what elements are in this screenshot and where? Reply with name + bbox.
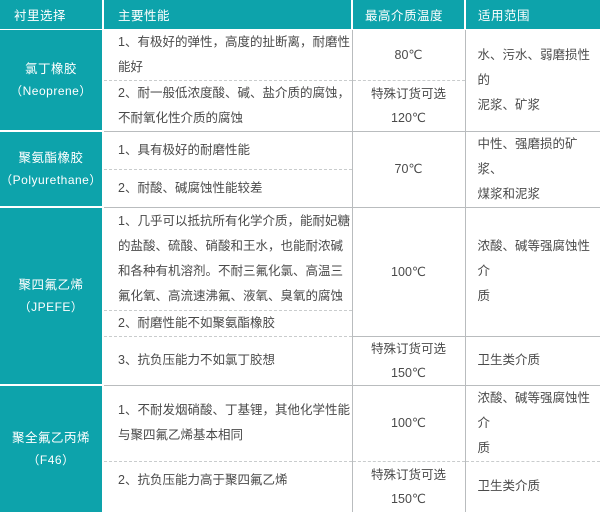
table-row: 聚氨酯橡胶 （Polyurethane） 1、具有极好的耐磨性能 70℃ 中性、… (0, 131, 600, 208)
cell-scope: 浓酸、碱等强腐蚀性介 质 (465, 207, 600, 337)
performance-line: 2、耐酸、碱腐蚀性能较差 (118, 180, 263, 195)
cell-max-temp: 80℃ (352, 29, 466, 81)
table-row: 3、抗负压能力不如氯丁胶想 特殊订货可选 150℃ 卫生类介质 (0, 336, 600, 386)
table-row: 2、耐酸、碱腐蚀性能较差 (0, 169, 600, 208)
cell-scope: 水、污水、弱磨损性的 泥浆、矿浆 (465, 29, 600, 132)
cell-max-temp: 70℃ (352, 131, 466, 208)
scope-line: 质 (477, 289, 491, 303)
table-row: 聚四氟乙烯 （JPEFE） 1、几乎可以抵抗所有化学介质，能耐妃糖 的盐酸、硫酸… (0, 207, 600, 386)
cell-max-temp: 100℃ (352, 207, 466, 337)
scope-line: 质 (477, 440, 491, 455)
temp-value: 100℃ (391, 264, 426, 279)
performance-line: 1、有极好的弹性，高度的扯断离，耐磨性 (118, 34, 350, 49)
temp-value: 特殊订货可选 (370, 86, 446, 101)
temp-value: 100℃ (391, 416, 426, 430)
scope-line: 煤浆和泥浆 (477, 186, 541, 201)
performance-line: 2、抗负压能力高于聚四氟乙烯 (118, 472, 288, 487)
table-row: 2、耐一般低浓度酸、碱、盐介质的腐蚀， 不耐氧化性介质的腐蚀 特殊订货可选 12… (0, 80, 600, 132)
performance-line: 的盐酸、硫酸、硝酸和王水，也能耐浓碱 (118, 238, 344, 253)
cell-scope: 卫生类介质 (465, 461, 600, 512)
cell-lining-neoprene: 氯丁橡胶 （Neoprene） (0, 29, 104, 132)
scope-line: 中性、强磨损的矿浆、 (477, 136, 578, 176)
lining-name-cn: 聚氨酯橡胶 (18, 151, 84, 165)
cell-max-temp: 特殊订货可选 150℃ (352, 461, 466, 512)
scope-line: 卫生类介质 (477, 479, 541, 494)
cell-performance: 1、几乎可以抵抗所有化学介质，能耐妃糖 的盐酸、硫酸、硝酸和王水，也能耐浓碱 和… (103, 207, 353, 311)
cell-performance: 1、有极好的弹性，高度的扯断离，耐磨性 能好 (103, 29, 353, 81)
performance-line: 不耐氧化性介质的腐蚀 (118, 110, 244, 125)
cell-performance: 2、耐磨性能不如聚氨酯橡胶 (103, 310, 353, 337)
table-row: 氯丁橡胶 （Neoprene） 1、有极好的弹性，高度的扯断离，耐磨性 能好 8… (0, 29, 600, 132)
performance-line: 1、不耐发烟硝酸、丁基锂，其他化学性能 (118, 403, 350, 417)
temp-value: 80℃ (394, 47, 423, 62)
cell-scope: 中性、强磨损的矿浆、 煤浆和泥浆 (465, 131, 600, 208)
performance-line: 1、具有极好的耐磨性能 (118, 142, 250, 157)
scope-line: 浓酸、碱等强腐蚀性介 (477, 390, 591, 430)
table-row: 2、耐磨性能不如聚氨酯橡胶 (0, 310, 600, 337)
performance-line: 2、耐一般低浓度酸、碱、盐介质的腐蚀， (118, 85, 350, 100)
lining-name-en: （JPEFE） (18, 300, 84, 314)
performance-line: 氟化氧、高流速沸氟、液氧、臭氧的腐蚀 (118, 288, 344, 303)
scope-line: 水、污水、弱磨损性的 (477, 47, 591, 87)
lining-name-en: （Polyurethane） (0, 173, 102, 187)
performance-line: 2、耐磨性能不如聚氨酯橡胶 (118, 315, 275, 330)
temp-value: 120℃ (391, 110, 426, 125)
cell-lining-polyurethane: 聚氨酯橡胶 （Polyurethane） (0, 131, 104, 208)
scope-line: 卫生类介质 (477, 353, 541, 367)
column-header-max-temp: 最高介质温度 (352, 0, 466, 30)
scope-line: 泥浆、矿浆 (477, 97, 541, 112)
cell-lining-jpefe: 聚四氟乙烯 （JPEFE） (0, 207, 104, 386)
cell-performance: 2、耐酸、碱腐蚀性能较差 (103, 169, 353, 208)
cell-max-temp: 特殊订货可选 120℃ (352, 80, 466, 132)
temp-value: 150℃ (391, 365, 426, 380)
column-header-scope: 适用范围 (465, 0, 600, 30)
lining-name-cn: 氯丁橡胶 (24, 61, 77, 76)
cell-max-temp: 100℃ (352, 385, 466, 462)
temp-value: 70℃ (394, 162, 423, 176)
lining-name-en: （F46） (27, 453, 75, 467)
temp-value: 特殊订货可选 (370, 467, 446, 482)
performance-line: 1、几乎可以抵抗所有化学介质，能耐妃糖 (118, 213, 350, 228)
cell-scope: 卫生类介质 (465, 336, 600, 386)
temp-value: 特殊订货可选 (370, 341, 446, 356)
cell-max-temp: 特殊订货可选 150℃ (352, 336, 466, 386)
performance-line: 和各种有机溶剂。不耐三氟化氯、高温三 (118, 263, 344, 278)
column-header-performance: 主要性能 (103, 0, 353, 30)
cell-performance: 1、不耐发烟硝酸、丁基锂，其他化学性能 与聚四氟乙烯基本相同 (103, 385, 353, 462)
performance-line: 3、抗负压能力不如氯丁胶想 (118, 353, 275, 367)
table-header: 衬里选择 主要性能 最高介质温度 适用范围 (0, 0, 600, 30)
column-header-lining: 衬里选择 (0, 0, 104, 30)
cell-lining-f46: 聚全氟乙丙烯 （F46） (0, 385, 104, 512)
cell-performance: 2、抗负压能力高于聚四氟乙烯 (103, 461, 353, 512)
scope-line: 浓酸、碱等强腐蚀性介 (477, 239, 591, 278)
table-body: 氯丁橡胶 （Neoprene） 1、有极好的弹性，高度的扯断离，耐磨性 能好 8… (0, 29, 600, 512)
cell-performance: 2、耐一般低浓度酸、碱、盐介质的腐蚀， 不耐氧化性介质的腐蚀 (103, 80, 353, 132)
temp-value: 150℃ (391, 491, 426, 506)
performance-line: 能好 (118, 59, 144, 74)
cell-performance: 1、具有极好的耐磨性能 (103, 131, 353, 170)
table-header-row: 衬里选择 主要性能 最高介质温度 适用范围 (0, 0, 600, 30)
lining-name-en: （Neoprene） (10, 83, 92, 98)
cell-scope: 浓酸、碱等强腐蚀性介 质 (465, 385, 600, 462)
lining-name-cn: 聚四氟乙烯 (18, 278, 84, 292)
lining-name-cn: 聚全氟乙丙烯 (11, 431, 90, 445)
table-row: 聚全氟乙丙烯 （F46） 1、不耐发烟硝酸、丁基锂，其他化学性能 与聚四氟乙烯基… (0, 385, 600, 512)
cell-performance: 3、抗负压能力不如氯丁胶想 (103, 336, 353, 386)
